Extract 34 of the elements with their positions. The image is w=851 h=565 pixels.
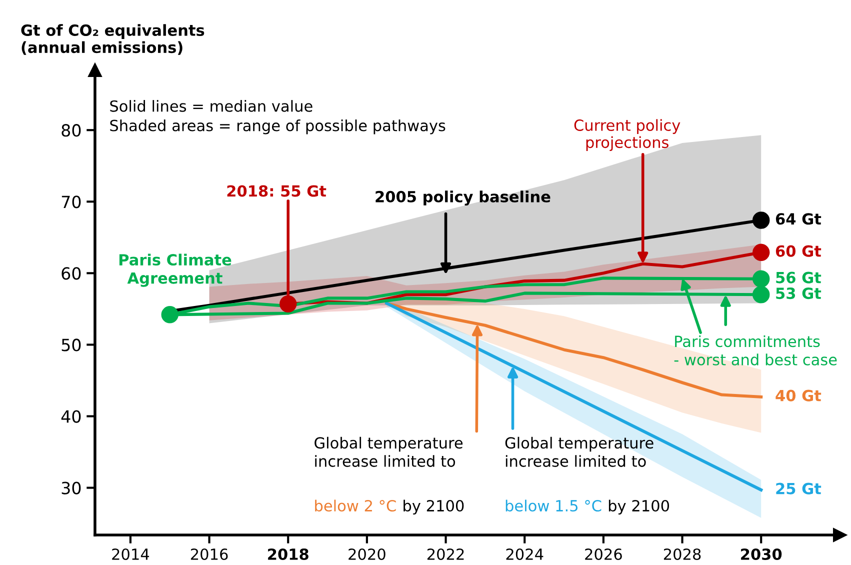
annotation: below 1.5 °C bbox=[506, 500, 602, 512]
y-tick-label: 70 bbox=[62, 196, 81, 208]
annotation: 2018: 55 Gt bbox=[227, 185, 326, 197]
annotation: 25 Gt bbox=[776, 482, 822, 494]
y-tick-label: 30 bbox=[62, 482, 81, 494]
y-tick-label: 80 bbox=[62, 124, 81, 137]
annotation: 53 Gt bbox=[776, 288, 822, 300]
annotation: 64 Gt bbox=[776, 213, 822, 225]
y-tick-label: 60 bbox=[62, 267, 81, 280]
annotation: Global temperature increase limited to bbox=[314, 436, 463, 467]
annotation: 40 Gt bbox=[776, 390, 822, 402]
y-tick-label: 40 bbox=[61, 410, 81, 423]
x-tick-label: 2024 bbox=[506, 548, 544, 560]
annotation: by 2100 bbox=[608, 500, 670, 514]
annotation: Paris commitments - worst and best case bbox=[674, 335, 837, 366]
x-tick-label: 2026 bbox=[585, 548, 622, 560]
annotation: 2005 policy baseline bbox=[376, 190, 550, 206]
annotation: by 2100 bbox=[404, 500, 464, 514]
x-tick-label: 2016 bbox=[190, 548, 228, 560]
x-tick-label: 2018 bbox=[268, 548, 308, 560]
annotation: 60 Gt bbox=[776, 245, 822, 257]
y-axis-title: Gt of CO₂ equivalents (annual emissions) bbox=[21, 24, 204, 55]
annotation: Solid lines = median value Shaded areas = range of possible pathways bbox=[110, 100, 446, 134]
annotation: Paris Climate Agreement bbox=[119, 254, 232, 287]
x-tick-label: 2022 bbox=[427, 548, 464, 560]
x-tick-label: 2014 bbox=[112, 548, 150, 560]
x-tick-label: 2030 bbox=[741, 548, 782, 560]
annotation: Current policy projections bbox=[574, 119, 680, 152]
annotation: Global temperature increase limited to bbox=[505, 436, 654, 467]
x-tick-label: 2028 bbox=[664, 548, 701, 560]
annotation: 56 Gt bbox=[776, 272, 822, 284]
annotation: below 2 °C bbox=[315, 500, 396, 512]
x-tick-label: 2020 bbox=[348, 548, 386, 560]
y-tick-label: 50 bbox=[62, 338, 81, 352]
